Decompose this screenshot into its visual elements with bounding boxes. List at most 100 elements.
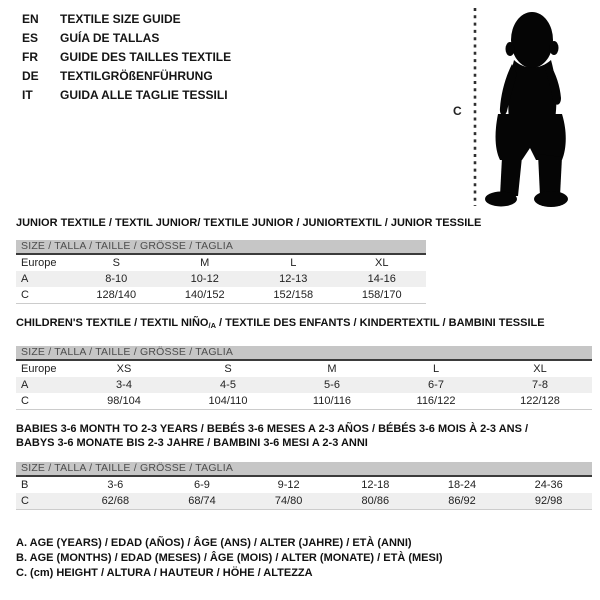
table-cell: L xyxy=(432,362,440,375)
table-cell: 4-5 xyxy=(220,378,236,391)
table-cell: 86/92 xyxy=(448,494,476,507)
size-table-section: CHILDREN'S TEXTILE / TEXTIL NIÑO/A / TEX… xyxy=(16,317,592,410)
table-cell: XL xyxy=(533,362,547,375)
table-cell: 152/158 xyxy=(273,288,314,301)
row-label: A xyxy=(21,272,29,285)
table-row: Europe S M L XL xyxy=(16,255,426,271)
row-label: A xyxy=(21,378,29,391)
table-cell: 80/86 xyxy=(361,494,390,507)
table-row: C 62/68 68/74 74/80 80/86 86/92 92/98 xyxy=(16,492,592,509)
table-cell: 104/110 xyxy=(208,394,248,407)
table-cell: 18-24 xyxy=(447,478,477,491)
row-label: Europe xyxy=(21,256,57,269)
legend: A. AGE (YEARS) / EDAD (AÑOS) / ÂGE (ANS)… xyxy=(16,536,443,581)
row-label: C xyxy=(21,494,29,507)
row-label: Europe xyxy=(21,362,57,375)
table-cell: 110/116 xyxy=(312,394,352,407)
language-code: DE xyxy=(22,69,39,83)
row-label: C xyxy=(21,288,29,301)
table-row: A 3-4 4-5 5-6 6-7 7-8 xyxy=(16,376,592,393)
title-text: CHILDREN'S TEXTILE / TEXTIL NIÑO xyxy=(16,317,209,329)
language-code: ES xyxy=(22,31,39,45)
table-cell: 158/170 xyxy=(361,288,402,301)
section-title-line: JUNIOR TEXTILE / TEXTIL JUNIOR/ TEXTILE … xyxy=(16,217,481,231)
section-title-line: CHILDREN'S TEXTILE / TEXTIL NIÑO/A / TEX… xyxy=(16,317,592,333)
table-cell: 10-12 xyxy=(190,272,219,285)
language-label: GUÍA DE TALLAS xyxy=(60,31,160,45)
table-cell: 122/128 xyxy=(520,394,560,407)
section-title-line: BABYS 3-6 MONATE BIS 2-3 JAHRE / BAMBINI… xyxy=(16,437,592,451)
table-cell: 7-8 xyxy=(532,378,548,391)
table-cell: 68/74 xyxy=(188,494,216,507)
section-title: BABIES 3-6 MONTH TO 2-3 YEARS / BEBÉS 3-… xyxy=(16,423,592,462)
language-code: EN xyxy=(22,12,39,26)
table-row: B 3-6 6-9 9-12 12-18 18-24 24-36 xyxy=(16,477,592,493)
table-cell: 92/98 xyxy=(534,494,563,507)
language-label: GUIDE DES TAILLES TEXTILE xyxy=(60,50,232,64)
table-cell: 140/152 xyxy=(184,288,225,301)
table-cell: M xyxy=(327,362,337,375)
legend-line: C. (cm) HEIGHT / ALTURA / HAUTEUR / HÖHE… xyxy=(16,567,313,579)
table-cell: 62/68 xyxy=(101,494,130,507)
table-cell: 3-6 xyxy=(107,478,124,491)
size-bar: SIZE / TALLA / TAILLE / GRÖSSE / TAGLIA xyxy=(16,346,592,361)
table-cell: 24-36 xyxy=(534,478,563,491)
table-row: C 98/104 104/110 110/116 116/122 122/128 xyxy=(16,393,592,409)
row-label: C xyxy=(21,394,29,407)
title-text: BABIES 3-6 MONTH TO 2-3 YEARS / BEBÉS 3-… xyxy=(16,423,529,435)
table-cell: 14-16 xyxy=(367,272,396,285)
language-row: ES GUÍA DE TALLAS xyxy=(22,29,231,48)
table-cell: L xyxy=(290,256,297,269)
table-cell: 98/104 xyxy=(107,394,141,407)
language-row: FR GUIDE DES TAILLES TEXTILE xyxy=(22,48,231,67)
language-row: EN TEXTILE SIZE GUIDE xyxy=(22,10,231,29)
table-row: C 128/140 140/152 152/158 158/170 xyxy=(16,287,426,303)
title-text: / TEXTILE DES ENFANTS / KINDERTEXTIL / B… xyxy=(215,317,545,329)
language-label: TEXTILGRÖßENFÜHRUNG xyxy=(60,69,213,83)
table-cell: 9-12 xyxy=(277,478,300,491)
table-cell: 128/140 xyxy=(96,288,137,301)
table-cell: S xyxy=(112,256,120,269)
table-cell: S xyxy=(224,362,232,375)
language-row: DE TEXTILGRÖßENFÜHRUNG xyxy=(22,67,231,86)
table-cell: 6-9 xyxy=(194,478,210,491)
language-code: FR xyxy=(22,50,38,64)
title-text: JUNIOR TEXTILE / TEXTIL JUNIOR/ TEXTILE … xyxy=(16,217,482,229)
legend-line: B. AGE (MONTHS) / EDAD (MESES) / ÂGE (MO… xyxy=(16,552,443,564)
language-row: IT GUIDA ALLE TAGLIE TESSILI xyxy=(22,86,231,105)
language-label: GUIDA ALLE TAGLIE TESSILI xyxy=(60,88,228,102)
height-measure-label: C xyxy=(453,104,462,118)
legend-line: A. AGE (YEARS) / EDAD (AÑOS) / ÂGE (ANS)… xyxy=(16,537,412,549)
size-table: Europe S M L XL A 8-10 10-12 12-13 14-16 C 128/140 1… xyxy=(16,255,426,304)
size-table: Europe XS S M L XL A 3-4 4-5 5-6 6-7 7-8 C 98/104 104/… xyxy=(16,361,592,410)
language-code: IT xyxy=(22,88,33,102)
section-title: JUNIOR TEXTILE / TEXTIL JUNIOR/ TEXTILE … xyxy=(16,217,481,240)
size-table-section: BABIES 3-6 MONTH TO 2-3 YEARS / BEBÉS 3-… xyxy=(16,423,592,510)
language-list: EN TEXTILE SIZE GUIDE ES GUÍA DE TALLAS FR GU… xyxy=(22,10,231,105)
table-cell: XS xyxy=(116,362,132,375)
section-title: CHILDREN'S TEXTILE / TEXTIL NIÑO/A / TEX… xyxy=(16,317,592,346)
figure-area: C xyxy=(450,0,598,212)
language-label: TEXTILE SIZE GUIDE xyxy=(60,12,181,26)
size-bar: SIZE / TALLA / TAILLE / GRÖSSE / TAGLIA xyxy=(16,462,592,477)
table-cell: 12-13 xyxy=(279,272,308,285)
sections: JUNIOR TEXTILE / TEXTIL JUNIOR/ TEXTILE … xyxy=(16,0,592,600)
table-cell: M xyxy=(200,256,210,269)
table-cell: 8-10 xyxy=(105,272,128,285)
toddler-silhouette xyxy=(473,8,568,207)
title-text: /A xyxy=(208,321,216,330)
section-title-line: BABIES 3-6 MONTH TO 2-3 YEARS / BEBÉS 3-… xyxy=(16,423,592,437)
table-cell: XL xyxy=(375,256,389,269)
table-cell: 6-7 xyxy=(428,378,444,391)
size-table-section: JUNIOR TEXTILE / TEXTIL JUNIOR/ TEXTILE … xyxy=(16,217,481,304)
table-row: A 8-10 10-12 12-13 14-16 xyxy=(16,270,426,287)
table-cell: 116/122 xyxy=(416,394,456,407)
size-bar: SIZE / TALLA / TAILLE / GRÖSSE / TAGLIA xyxy=(16,240,426,255)
table-row: Europe XS S M L XL xyxy=(16,361,592,377)
table-cell: 3-4 xyxy=(116,378,132,391)
toddler-shape xyxy=(485,12,568,207)
table-cell: 5-6 xyxy=(324,378,340,391)
title-text: BABYS 3-6 MONATE BIS 2-3 JAHRE / BAMBINI… xyxy=(16,436,368,449)
row-label: B xyxy=(21,478,29,491)
